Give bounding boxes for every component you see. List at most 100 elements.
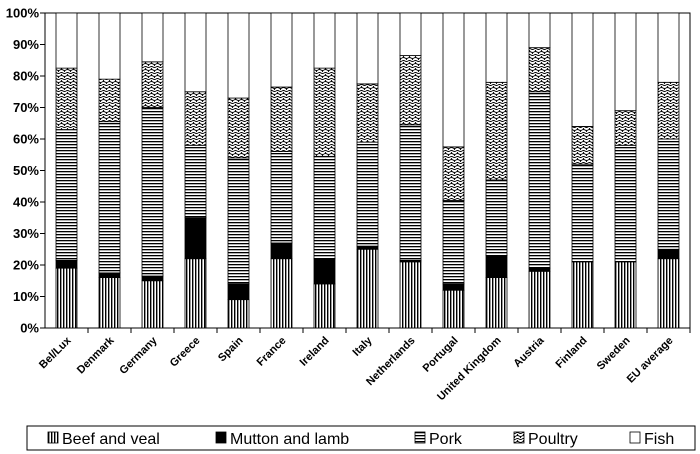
legend-swatch xyxy=(414,431,426,444)
bar-segment-fish xyxy=(356,12,379,85)
category-label: France xyxy=(255,335,289,369)
category-label: EU average xyxy=(625,335,676,386)
bar-segment-mutton-and-lamb xyxy=(98,272,121,278)
legend: Beef and veal Mutton and lamb Pork Poultry F… xyxy=(26,425,696,451)
bar-segment-pork xyxy=(528,91,551,269)
bar-segment-beef-and-veal xyxy=(270,258,293,329)
bar-segment-beef-and-veal xyxy=(55,267,78,329)
bar-segment-pork xyxy=(399,124,422,261)
y-tick-label: 50% xyxy=(13,163,39,178)
y-axis: 0% 10% 20% 30% 40% 50% 60% 70% 80% 90% 100% xyxy=(6,6,45,336)
bar-segment-pork xyxy=(485,179,508,256)
y-tick-label: 30% xyxy=(13,226,39,241)
bar-segment-pork xyxy=(98,121,121,274)
category-label: Italy xyxy=(351,334,376,359)
legend-label: Beef and veal xyxy=(62,431,160,448)
bar-segment-mutton-and-lamb xyxy=(442,283,465,291)
category-label: Ireland xyxy=(298,335,332,369)
bar-segment-mutton-and-lamb xyxy=(356,245,379,250)
y-tick-label: 80% xyxy=(13,69,39,84)
bar-segment-mutton-and-lamb xyxy=(184,217,207,260)
bar-segment-beef-and-veal xyxy=(571,261,594,329)
plot-area xyxy=(44,12,691,329)
bar-segment-mutton-and-lamb xyxy=(270,242,293,260)
bar-segment-beef-and-veal xyxy=(184,258,207,329)
bar-segment-fish xyxy=(184,12,207,93)
bar-segment-poultry xyxy=(614,110,637,146)
bar-segment-fish xyxy=(98,12,121,80)
bar-segment-fish xyxy=(313,12,336,69)
bar-segment-poultry xyxy=(485,81,508,181)
category-label: Portugal xyxy=(421,335,461,375)
x-axis-categories: Bel/Lux Denmark Germany Greece Spain France Ir… xyxy=(37,328,691,403)
bar-segment-poultry xyxy=(399,55,422,126)
bar-segment-mutton-and-lamb xyxy=(528,267,551,272)
legend-label: Poultry xyxy=(528,431,578,448)
bar-segment-pork xyxy=(227,157,250,285)
legend-label: Pork xyxy=(429,431,463,448)
bar-segment-poultry xyxy=(98,78,121,123)
bar-segment-fish xyxy=(485,12,508,83)
y-tick-label: 20% xyxy=(13,258,39,273)
bar-segment-fish xyxy=(657,12,680,83)
y-tick-label: 100% xyxy=(6,6,40,21)
bar-segment-beef-and-veal xyxy=(485,277,508,329)
bar-segment-mutton-and-lamb xyxy=(55,259,78,269)
y-tick-label: 90% xyxy=(13,37,39,52)
y-tick-label: 0% xyxy=(20,321,39,336)
bar-segment-pork xyxy=(614,144,637,263)
bar-segment-poultry xyxy=(356,83,379,143)
bar-segment-poultry xyxy=(657,81,680,140)
bar-segment-beef-and-veal xyxy=(399,261,422,329)
bar-segment-fish xyxy=(614,12,637,112)
bar-segment-fish xyxy=(227,12,250,99)
bar-segment-mutton-and-lamb xyxy=(657,248,680,260)
bar-segment-poultry xyxy=(55,67,78,130)
category-label: Denmark xyxy=(75,334,117,376)
category-label: Austria xyxy=(511,334,547,370)
legend-swatch xyxy=(513,431,525,444)
legend-box xyxy=(26,425,696,451)
y-tick-label: 40% xyxy=(13,195,39,210)
bar-segment-beef-and-veal xyxy=(356,248,379,329)
bar-segment-pork xyxy=(442,200,465,285)
bar-segment-poultry xyxy=(313,67,336,157)
bar-segment-poultry xyxy=(442,146,465,201)
bar-segment-pork xyxy=(313,155,336,260)
legend-swatch xyxy=(215,431,227,444)
y-tick-label: 10% xyxy=(13,289,39,304)
bar-segment-pork xyxy=(356,141,379,247)
bar-segment-beef-and-veal xyxy=(442,289,465,329)
category-label: Spain xyxy=(216,334,246,364)
bar-segment-fish xyxy=(571,12,594,127)
bar-segment-mutton-and-lamb xyxy=(313,258,336,285)
bar-segment-pork xyxy=(657,138,680,250)
category-label: Bel/Lux xyxy=(37,334,74,371)
bar-segment-fish xyxy=(442,12,465,148)
legend-swatch xyxy=(629,431,641,444)
category-label: Finland xyxy=(553,335,589,371)
bar-segment-poultry xyxy=(571,126,594,165)
bar-segment-beef-and-veal xyxy=(98,277,121,329)
bar-segment-mutton-and-lamb xyxy=(227,283,250,301)
bar-segment-poultry xyxy=(141,61,164,108)
bar-segment-beef-and-veal xyxy=(227,299,250,329)
bar-segment-pork xyxy=(55,129,78,261)
legend-label: Fish xyxy=(644,431,674,448)
bar-segment-poultry xyxy=(227,97,250,159)
bar-segment-beef-and-veal xyxy=(614,261,637,329)
legend-swatch xyxy=(47,431,59,444)
bar-segment-pork xyxy=(141,107,164,277)
bar-segment-fish xyxy=(399,12,422,56)
bar-segment-mutton-and-lamb xyxy=(141,275,164,282)
bar-segment-beef-and-veal xyxy=(313,283,336,329)
bar-segment-fish xyxy=(528,12,551,49)
y-tick-label: 70% xyxy=(13,100,39,115)
bar-segment-poultry xyxy=(270,86,293,152)
bar-segment-beef-and-veal xyxy=(141,280,164,329)
legend-label: Mutton and lamb xyxy=(230,431,349,448)
bar-segment-poultry xyxy=(184,91,207,146)
bar-segment-fish xyxy=(270,12,293,88)
bar-segment-fish xyxy=(141,12,164,63)
